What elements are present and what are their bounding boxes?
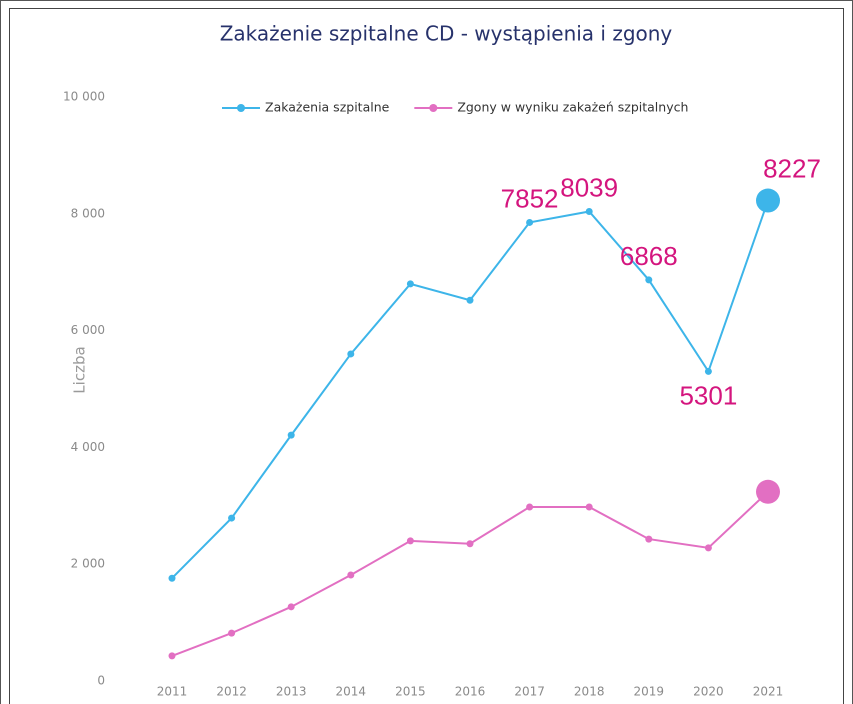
y-tick-label: 0 — [97, 674, 105, 688]
y-tick-label: 4 000 — [71, 440, 105, 454]
legend-marker — [429, 104, 438, 112]
y-tick-label: 8 000 — [71, 206, 105, 220]
data-point — [228, 514, 236, 522]
data-point — [466, 296, 474, 304]
data-point — [466, 540, 474, 548]
data-point — [228, 629, 236, 637]
data-point — [645, 535, 653, 543]
data-point — [406, 537, 414, 545]
x-tick-label: 2018 — [574, 685, 605, 699]
legend-label: Zgony w wyniku zakażeń szpitalnych — [457, 100, 688, 115]
data-point — [704, 544, 712, 552]
legend: Zakażenia szpitalne Zgony w wyniku zakaże… — [222, 100, 688, 115]
data-point — [645, 276, 653, 284]
data-point — [168, 574, 176, 582]
data-point — [168, 652, 176, 660]
data-point — [287, 431, 295, 439]
x-tick-label: 2012 — [216, 685, 247, 699]
data-point — [585, 503, 593, 511]
data-point — [347, 350, 355, 358]
data-point — [756, 188, 780, 213]
data-point — [585, 208, 593, 216]
x-tick-label: 2020 — [693, 685, 724, 699]
data-point — [756, 479, 780, 504]
data-point — [526, 218, 534, 226]
y-tick-label: 10 000 — [63, 90, 105, 104]
legend-label: Zakażenia szpitalne — [265, 100, 390, 115]
y-tick-label: 2 000 — [71, 557, 105, 571]
y-tick-label: 6 000 — [71, 323, 105, 337]
x-tick-label: 2016 — [455, 685, 486, 699]
legend-marker — [237, 104, 245, 112]
data-label: 5301 — [679, 380, 737, 410]
data-point — [526, 503, 534, 511]
data-label: 6868 — [620, 241, 678, 271]
x-tick-label: 2019 — [634, 685, 665, 699]
data-label: 8039 — [560, 172, 618, 202]
x-tick-label: 2013 — [276, 685, 307, 699]
y-axis-title: Liczba — [71, 346, 89, 393]
x-tick-label: 2015 — [395, 685, 426, 699]
x-tick-label: 2017 — [514, 685, 545, 699]
data-point — [704, 367, 712, 375]
chart-title: Zakażenie szpitalne CD - wystąpienia i z… — [220, 22, 673, 46]
x-tick-label: 2014 — [336, 685, 367, 699]
data-point — [406, 280, 414, 288]
x-tick-label: 2011 — [157, 685, 188, 699]
x-tick-label: 2021 — [753, 685, 784, 699]
data-label: 7852 — [501, 183, 559, 213]
inner-frame — [9, 8, 844, 704]
data-point — [287, 603, 295, 611]
data-point — [347, 571, 355, 579]
data-label: 8227 — [763, 153, 821, 183]
